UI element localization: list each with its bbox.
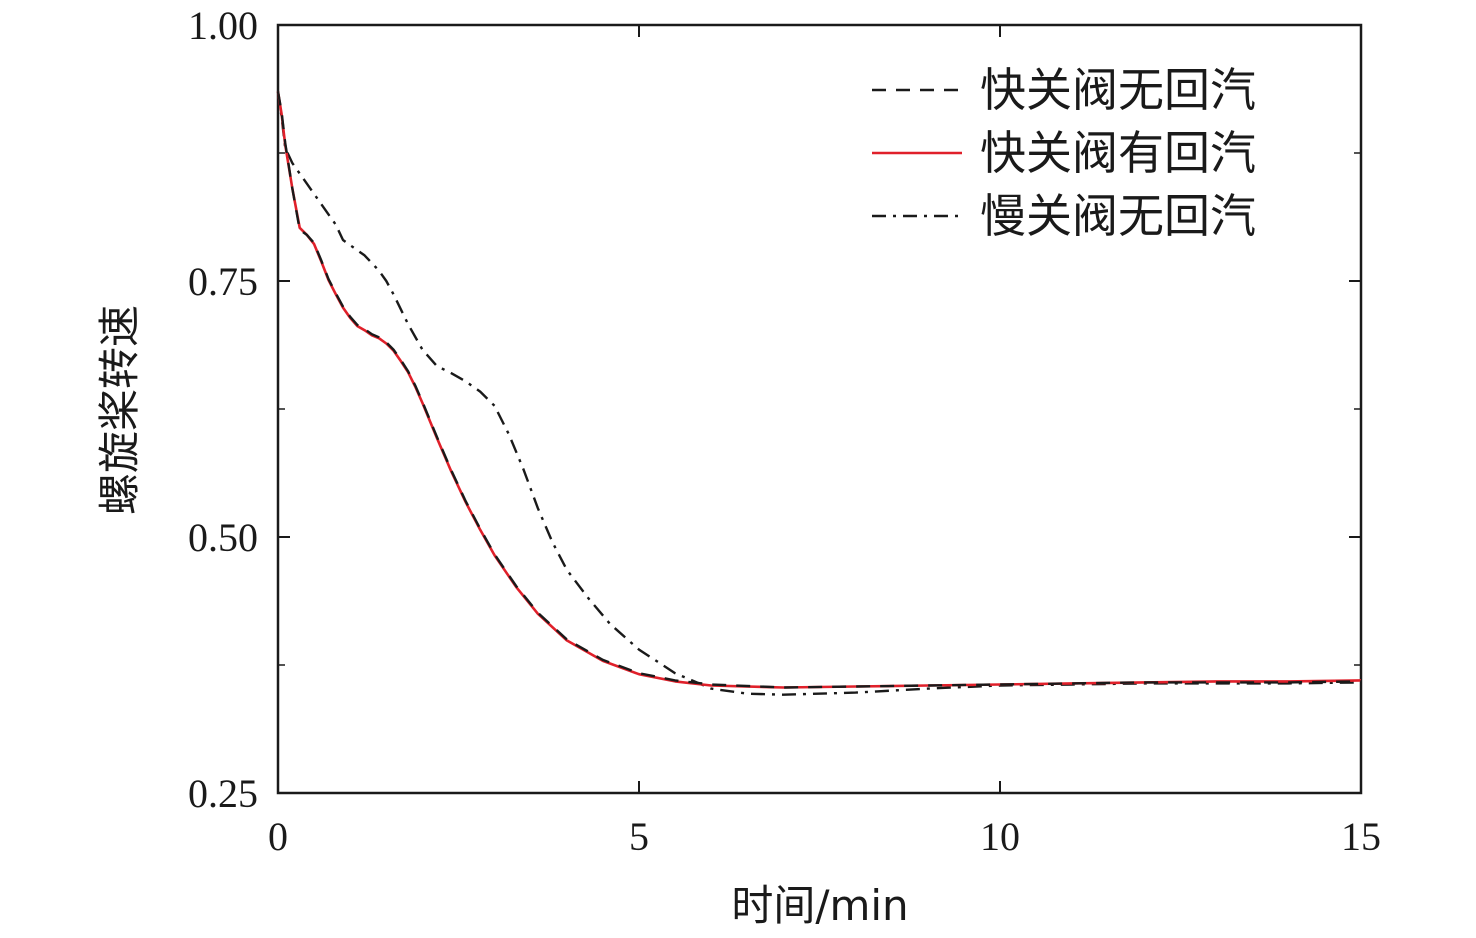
series-line-fast-no-return (276, 91, 1362, 689)
legend: 快关阀无回汽 快关阀有回汽 慢关阀无回汽 (872, 63, 1256, 243)
series-line-fast-with-return (276, 91, 1362, 689)
y-tick-label: 0.25 (188, 771, 258, 816)
series-lines (276, 91, 1362, 696)
legend-label-fast-with-return: 快关阀有回汽 (980, 126, 1256, 180)
x-tick-label: 0 (268, 814, 288, 859)
x-tick-label: 5 (629, 814, 649, 859)
x-tick-label: 10 (980, 814, 1020, 859)
y-tick-label: 0.50 (188, 515, 258, 560)
y-axis-label: 螺旋桨转速 (95, 305, 144, 515)
legend-label-slow-no-return: 慢关阀无回汽 (980, 189, 1256, 243)
y-tick-label: 1.00 (188, 3, 258, 48)
series-line-slow-no-return (276, 91, 1362, 696)
x-axis-label: 时间/min (731, 881, 908, 930)
axis-ticks: 0 5 10 15 0.25 0.50 0.75 1.00 (188, 3, 1381, 859)
y-tick-label: 0.75 (188, 259, 258, 304)
x-tick-label: 15 (1341, 814, 1381, 859)
legend-label-fast-no-return: 快关阀无回汽 (980, 63, 1256, 117)
